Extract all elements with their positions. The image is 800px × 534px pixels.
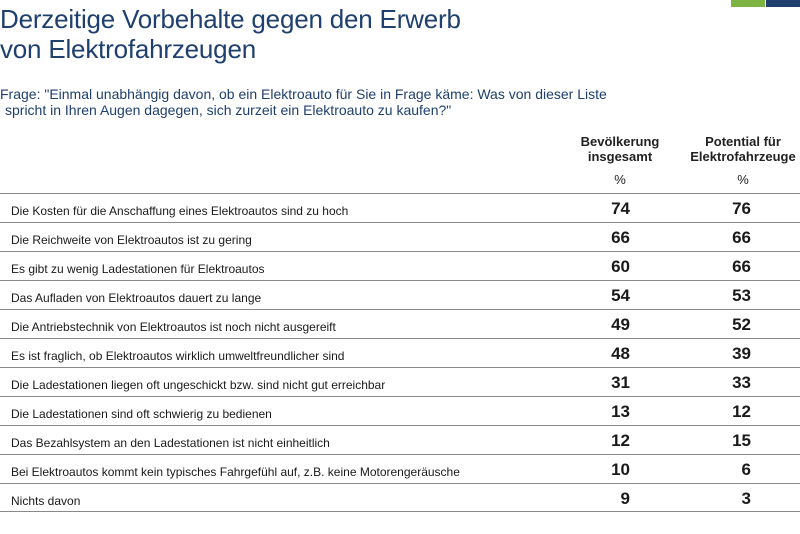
row-label: Es gibt zu wenig Ladestationen für Elekt…: [11, 262, 265, 276]
value-potential: 39: [732, 344, 751, 363]
table-row: Bei Elektroautos kommt kein typisches Fa…: [0, 454, 800, 483]
column-unit: %: [737, 172, 749, 187]
table-row: Die Antriebstechnik von Elektroautos ist…: [0, 309, 800, 338]
row-label: Die Ladestationen liegen oft ungeschickt…: [11, 378, 386, 392]
table-row: Es ist fraglich, ob Elektroautos wirklic…: [0, 338, 800, 367]
row-label: Nichts davon: [11, 494, 81, 508]
question-line-2: spricht in Ihren Augen dagegen, sich zur…: [5, 102, 452, 118]
value-potential: 76: [732, 199, 751, 218]
row-label: Das Aufladen von Elektroautos dauert zu …: [11, 291, 262, 305]
row-label: Das Bezahlsystem an den Ladestationen is…: [11, 436, 330, 450]
title-line-1: Derzeitige Vorbehalte gegen den Erwerb: [0, 4, 461, 34]
row-label: Die Antriebstechnik von Elektroautos ist…: [11, 320, 336, 334]
table-row: Die Ladestationen liegen oft ungeschickt…: [0, 367, 800, 396]
column-header-line: Potential für: [705, 134, 781, 149]
column-header-potential: Potential für Elektrofahrzeuge %: [686, 134, 800, 187]
value-bevoelkerung: 49: [611, 315, 630, 334]
value-potential: 66: [732, 228, 751, 247]
question-line-1: Frage: "Einmal unabhängig davon, ob ein …: [0, 86, 607, 102]
value-bevoelkerung: 54: [611, 286, 630, 305]
value-potential: 3: [741, 489, 751, 508]
value-potential: 66: [732, 257, 751, 276]
column-header-line: insgesamt: [587, 149, 653, 164]
survey-question: Frage: "Einmal unabhängig davon, ob ein …: [0, 86, 700, 118]
column-unit: %: [614, 172, 626, 187]
row-label: Die Ladestationen sind oft schwierig zu …: [11, 407, 272, 421]
value-bevoelkerung: 10: [611, 460, 630, 479]
value-potential: 15: [732, 431, 751, 450]
value-bevoelkerung: 74: [611, 199, 630, 218]
table-row: Das Aufladen von Elektroautos dauert zu …: [0, 280, 800, 309]
table-row: Die Kosten für die Anschaffung eines Ele…: [0, 193, 800, 222]
row-label: Es ist fraglich, ob Elektroautos wirklic…: [11, 349, 345, 363]
value-potential: 53: [732, 286, 751, 305]
value-potential: 52: [732, 315, 751, 334]
table-row: Das Bezahlsystem an den Ladestationen is…: [0, 425, 800, 454]
table-row: Nichts davon 9 3: [0, 483, 800, 512]
column-header-bevoelkerung: Bevölkerung insgesamt %: [572, 134, 668, 187]
column-header-line: Elektrofahrzeuge: [690, 149, 796, 164]
value-potential: 6: [741, 460, 751, 479]
row-label: Bei Elektroautos kommt kein typisches Fa…: [11, 465, 460, 479]
row-label: Die Kosten für die Anschaffung eines Ele…: [11, 204, 349, 218]
title-line-2: von Elektrofahrzeugen: [0, 34, 256, 64]
data-table: Die Kosten für die Anschaffung eines Ele…: [0, 193, 800, 512]
table-row: Die Reichweite von Elektroautos ist zu g…: [0, 222, 800, 251]
page-title: Derzeitige Vorbehalte gegen den Erwerb v…: [0, 4, 720, 64]
value-bevoelkerung: 48: [611, 344, 630, 363]
table-row: Es gibt zu wenig Ladestationen für Elekt…: [0, 251, 800, 280]
table-row: Die Ladestationen sind oft schwierig zu …: [0, 396, 800, 425]
value-bevoelkerung: 13: [611, 402, 630, 421]
value-bevoelkerung: 60: [611, 257, 630, 276]
value-bevoelkerung: 66: [611, 228, 630, 247]
accent-block-green: [731, 0, 765, 7]
accent-block-blue: [766, 0, 800, 7]
value-bevoelkerung: 31: [611, 373, 630, 392]
value-bevoelkerung: 9: [620, 489, 630, 508]
value-potential: 12: [732, 402, 751, 421]
value-bevoelkerung: 12: [611, 431, 630, 450]
value-potential: 33: [732, 373, 751, 392]
column-header-line: Bevölkerung: [580, 134, 660, 149]
row-label: Die Reichweite von Elektroautos ist zu g…: [11, 233, 252, 247]
